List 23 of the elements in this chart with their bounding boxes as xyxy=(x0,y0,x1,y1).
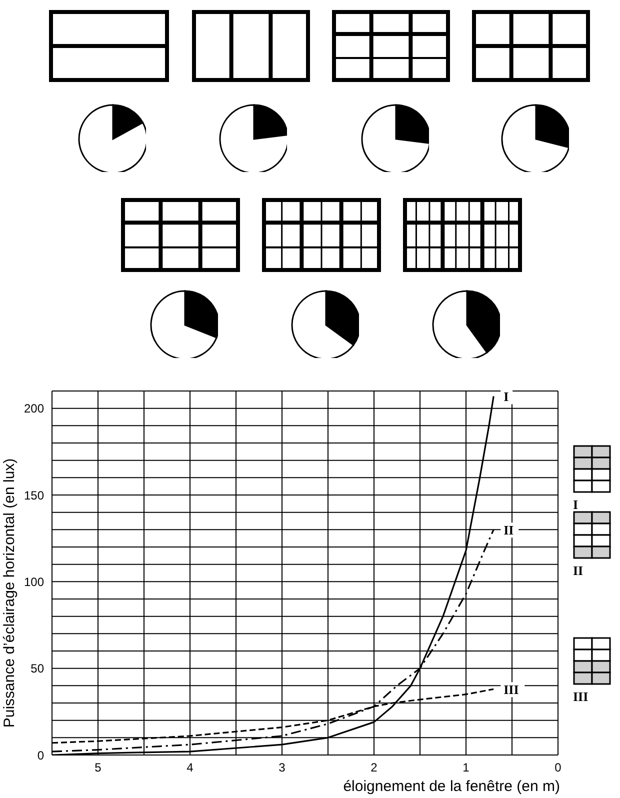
pie-slice xyxy=(219,104,287,172)
x-tick-label: 0 xyxy=(554,760,562,775)
y-tick-label: 200 xyxy=(24,402,44,416)
x-tick-label: 4 xyxy=(186,760,194,775)
text: II xyxy=(504,522,514,538)
x-tick-label: 1 xyxy=(462,760,470,775)
pie-slice xyxy=(361,104,429,172)
y-tick-label: 100 xyxy=(24,574,44,589)
y-tick-label: 50 xyxy=(30,662,44,676)
legend-label: I xyxy=(573,497,580,512)
y-axis-title: Puissance d’éclairage horizontal (en lux) xyxy=(1,458,18,728)
y-tick-label: 0 xyxy=(37,748,44,762)
x-tick-label: 5 xyxy=(94,760,102,775)
text: I xyxy=(504,389,509,404)
x-tick-label: 3 xyxy=(278,760,286,775)
y-tick-label: 150 xyxy=(24,488,44,502)
legend-label: III xyxy=(573,689,590,704)
pie-slice xyxy=(501,104,569,172)
pie-slice xyxy=(78,104,146,172)
legend-label: II xyxy=(573,563,584,578)
text: III xyxy=(504,682,519,698)
x-tick-label: 2 xyxy=(370,760,378,775)
x-axis-title: éloignement de la fenêtre (en m) xyxy=(343,778,560,795)
